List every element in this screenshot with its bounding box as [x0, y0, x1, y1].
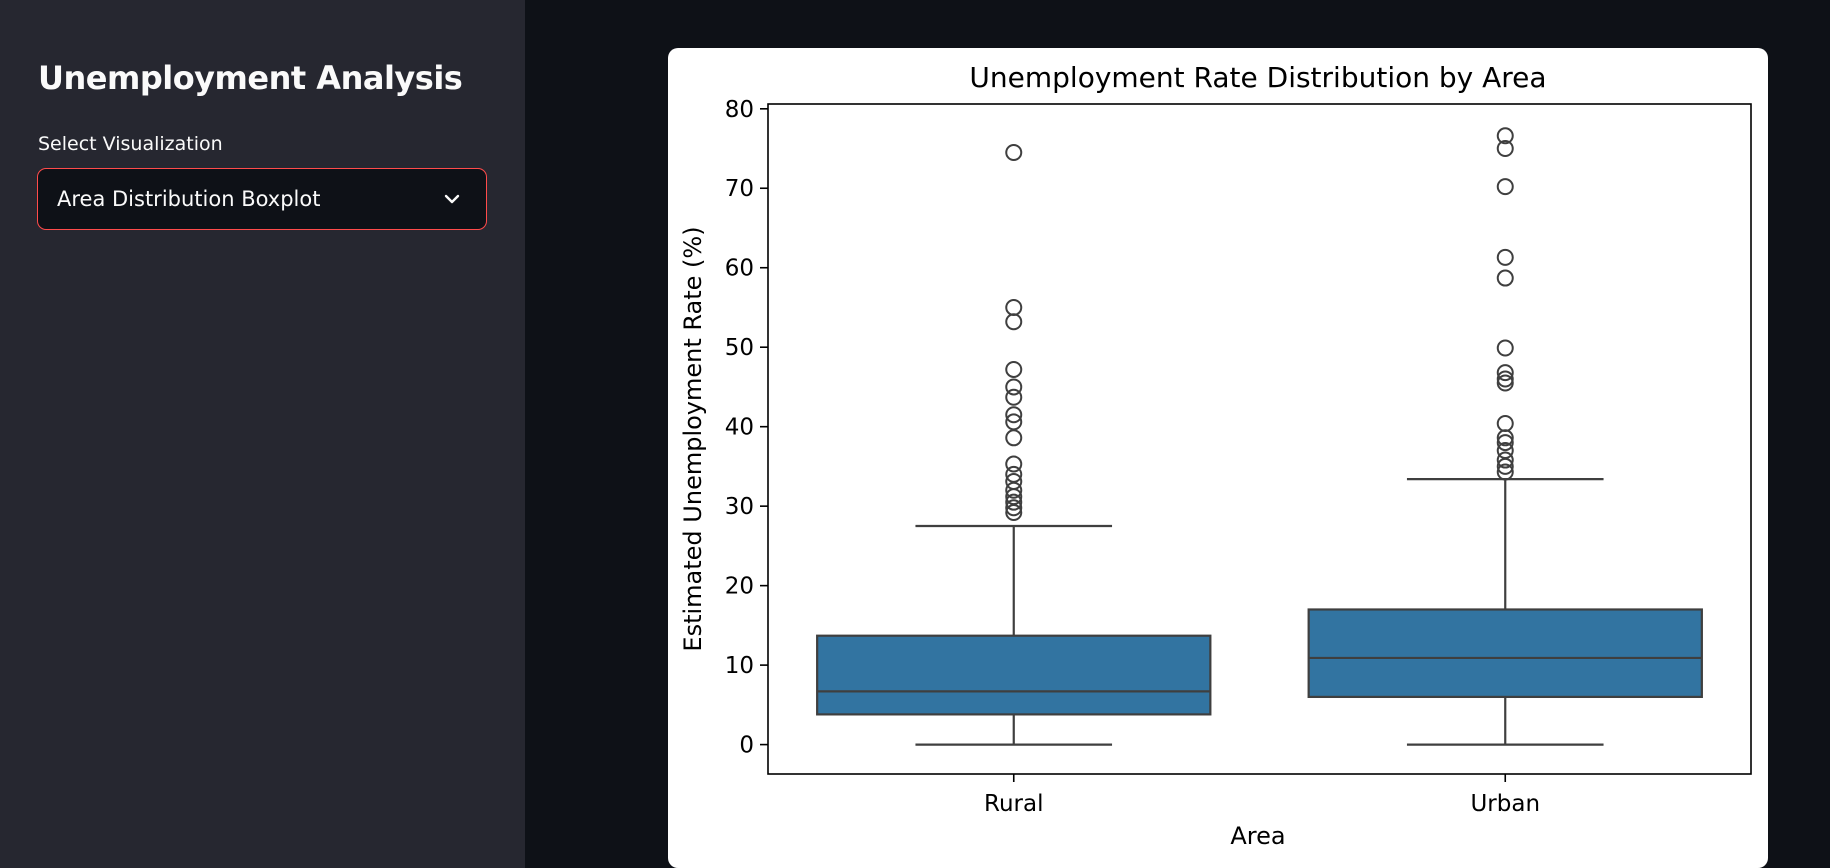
interquartile-box: [816, 634, 1212, 716]
y-tick-label: 20: [725, 574, 754, 600]
box-rural: [816, 143, 1212, 746]
outlier-point: [1496, 370, 1514, 388]
plot-area-frame: [767, 103, 1752, 775]
outlier-point: [1005, 465, 1023, 483]
chart-title: Unemployment Rate Distribution by Area: [969, 61, 1546, 94]
y-tick-label: 50: [725, 335, 754, 361]
outlier-point: [1005, 360, 1023, 378]
sidebar-title: Unemployment Analysis: [38, 59, 463, 97]
outlier-point: [1005, 429, 1023, 447]
outlier-point: [1496, 127, 1514, 145]
outlier-point: [1496, 339, 1514, 357]
outlier-point: [1005, 406, 1023, 424]
select-visualization-label: Select Visualization: [38, 133, 223, 155]
outlier-point: [1496, 451, 1514, 469]
chevron-down-icon: [444, 194, 460, 204]
outlier-point: [1005, 298, 1023, 316]
outlier-point: [1496, 434, 1514, 452]
outlier-point: [1005, 378, 1023, 396]
chart-figure: Unemployment Rate Distribution by Area 0…: [668, 48, 1768, 868]
outlier-point: [1005, 499, 1023, 517]
y-axis: 0 10 20 30 40 50 60 70 80: [725, 97, 768, 759]
x-tick-label: Urban: [1470, 791, 1540, 817]
outlier-point: [1496, 415, 1514, 433]
sidebar: Unemployment Analysis Select Visualizati…: [0, 0, 525, 868]
boxplot-chart: Unemployment Rate Distribution by Area 0…: [679, 61, 1752, 850]
outlier-point: [1496, 442, 1514, 460]
outlier-point: [1005, 493, 1023, 511]
outlier-point: [1496, 364, 1514, 382]
y-tick-label: 70: [725, 176, 754, 202]
outlier-point: [1005, 473, 1023, 491]
box-urban: [1307, 127, 1703, 746]
interquartile-box: [1307, 608, 1703, 699]
x-axis-label: Area: [1230, 822, 1285, 850]
visualization-select[interactable]: Area Distribution Boxplot: [37, 168, 487, 230]
outlier-point: [1005, 313, 1023, 331]
y-tick-label: 60: [725, 256, 754, 282]
x-tick-label: Rural: [984, 791, 1043, 817]
y-tick-label: 10: [725, 653, 754, 679]
outlier-point: [1005, 455, 1023, 473]
select-value: Area Distribution Boxplot: [57, 187, 321, 211]
outlier-point: [1496, 248, 1514, 266]
y-tick-label: 30: [725, 494, 754, 520]
boxes-group: [816, 127, 1703, 746]
outlier-point: [1005, 388, 1023, 406]
y-axis-label: Estimated Unemployment Rate (%): [679, 226, 707, 651]
outlier-point: [1496, 178, 1514, 196]
outlier-point: [1496, 140, 1514, 158]
outlier-point: [1005, 143, 1023, 161]
outlier-point: [1496, 269, 1514, 287]
y-tick-label: 40: [725, 415, 754, 441]
x-axis: Rural Urban: [984, 774, 1540, 817]
outlier-point: [1496, 463, 1514, 481]
outlier-point: [1005, 413, 1023, 431]
y-tick-label: 80: [725, 97, 754, 123]
y-tick-label: 0: [739, 733, 754, 759]
